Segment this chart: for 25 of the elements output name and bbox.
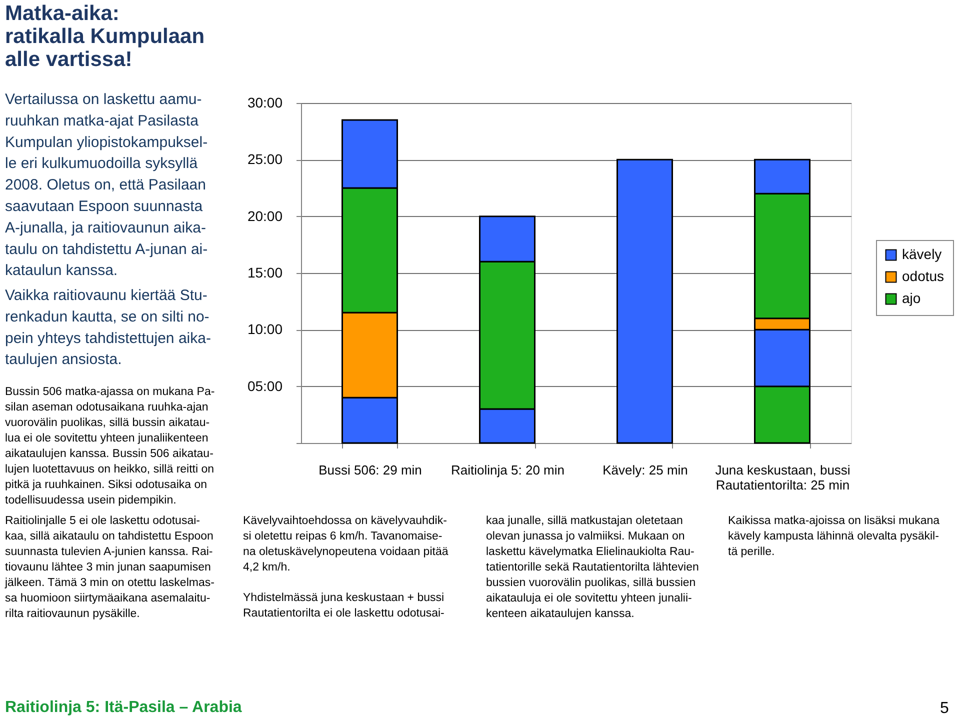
text: kaa junalle, sillä matkustajan oletetaan olevan junassa jo valmiiksi. Mukaan on laskettu kävelymatka Elielinaukiolta Rau- tatientorille sekä Rautatientorilta lähtevien bussien vuorovälin puolikas, sillä bussien aikatauluja ei ole sovitettu yhteen junalii- kenteen aikataulujen kanssa. <box>486 515 699 620</box>
text: Kävelyvaihtoehdossa on kävelyvauhdik- si oletettu reipas 6 km/h. Tavanomaise- na oletuskävelynopeutena voidaan pitää 4,2 km/h. <box>243 515 449 574</box>
y-tick-label: 30:00 <box>247 94 283 110</box>
text: Bussin 506 matka-ajassa on mukana Pa- silan aseman odotusaikana ruuhka-ajan vuorovälin puolikas, sillä bussin aikatau- lua ei ole sovitettu yhteen junaliikenteen aikataulujen kanssa. Bussin 506 aikatau- lujen luotettavuus on heikko, sillä reitti on pitkä ja ruuhkainen. Siksi odotusaika on todellisuudessa usein pidempikin. <box>5 386 215 506</box>
x-tick-label: Kävely: 25 min <box>602 462 688 478</box>
bar <box>616 158 673 444</box>
legend-label: ajo <box>902 290 921 306</box>
x-tick-label: Bussi 506: 29 min <box>318 462 422 478</box>
y-tick-label: 20:00 <box>247 208 283 224</box>
x-tick-label: Juna keskustaan, bussi Rautatientorilta: 25 min <box>715 462 850 492</box>
y-tick-label: 05:00 <box>247 378 283 394</box>
text: Vaikka raitiovaunu kiertää Stu- renkadun kautta, se on silti no- pein yhteys tahdistettujen aika- taulujen ansiosta. <box>5 287 211 368</box>
text: Raitiolinja 5: Itä-Pasila – Arabia <box>5 699 242 716</box>
y-tick-label: 15:00 <box>247 264 283 280</box>
text: Yhdistelmässä juna keskustaan + bussi Rautatientorilta ei ole laskettu odotusai- <box>243 592 445 620</box>
x-tick-label: Raitiolinja 5: 20 min <box>451 462 564 478</box>
legend-label: kävely <box>902 246 942 262</box>
y-tick-label: 25:00 <box>247 151 283 168</box>
legend-label: odotus <box>902 268 944 284</box>
text: Vertailussa on laskettu aamu- ruuhkan matka-ajat Pasilasta Kumpulan yliopistokampuksel- le eri kulkumuodoilla syksyllä 2008. Oletus on, että Pasilaan saavutaan Espoon suunnasta A-junalla, ja raitiovaunun aika- taulu on tahdistettu A-junan ai- kataulun kanssa. <box>5 91 208 280</box>
text: 5 <box>940 700 949 717</box>
text: Kaikissa matka-ajoissa on lisäksi mukana kävely kampusta lähinnä olevalta pysäkil- tä perille. <box>728 515 940 558</box>
y-tick-label: 10:00 <box>247 321 283 338</box>
text: Matka-aika: ratikalla Kumpulaan alle vartissa! <box>5 2 205 71</box>
text: Raitiolinjalle 5 ei ole laskettu odotusai- kaa, sillä aikataulu on tahdistettu Espoon suunnasta tulevien A-junien kanssa. Rai- tiovaunu lähtee 3 min junan saapumisen jälkeen. Tämä 3 min on otettu laskelmas- sa huomioon siirtymäaikana asemalaitu- rilta raitiovaunun pysäkille. <box>4 515 215 620</box>
